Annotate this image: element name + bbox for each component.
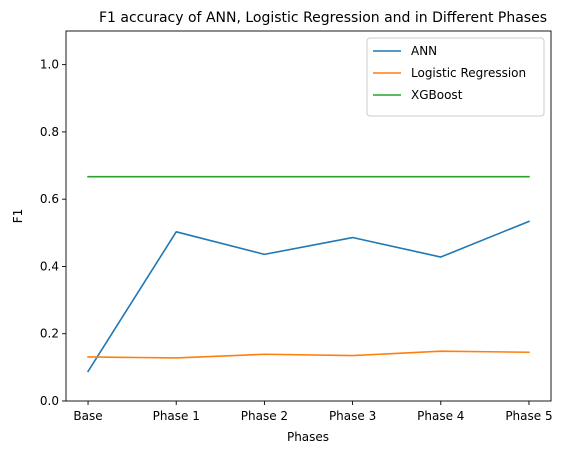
x-tick-label: Phase 3 bbox=[329, 409, 376, 423]
y-tick-label: 0.6 bbox=[40, 192, 59, 206]
y-tick-label: 0.8 bbox=[40, 125, 59, 139]
x-axis-label: Phases bbox=[287, 430, 329, 444]
series-line-logistic-regression bbox=[87, 350, 530, 359]
y-axis-label: F1 bbox=[11, 209, 25, 224]
series-layer bbox=[86, 175, 530, 373]
y-tick-label: 1.0 bbox=[40, 58, 59, 72]
x-tick-label: Phase 2 bbox=[241, 409, 288, 423]
chart-title: F1 accuracy of ANN, Logistic Regression … bbox=[99, 10, 547, 26]
legend: ANN Logistic Regression XGBoost bbox=[366, 37, 545, 117]
y-tick-label: 0.4 bbox=[40, 259, 59, 273]
x-tick-label: Phase 4 bbox=[417, 409, 464, 423]
legend-entry: Logistic Regression bbox=[411, 66, 526, 80]
legend-box bbox=[366, 37, 545, 117]
axes-frame bbox=[65, 30, 552, 402]
series-line-ann bbox=[86, 220, 530, 373]
axes-layer: Base Phase 1 Phase 2 Phase 3 Phase 4 Phase 5 0… bbox=[40, 30, 553, 423]
x-tick-label: Base bbox=[73, 409, 102, 423]
x-tick-label: Phase 5 bbox=[505, 409, 552, 423]
x-tick-label: Phase 1 bbox=[153, 409, 200, 423]
legend-entry: XGBoost bbox=[411, 88, 463, 102]
y-tick-label: 0.0 bbox=[40, 394, 59, 408]
y-tick-label: 0.2 bbox=[40, 327, 59, 341]
legend-entry: ANN bbox=[411, 44, 437, 58]
